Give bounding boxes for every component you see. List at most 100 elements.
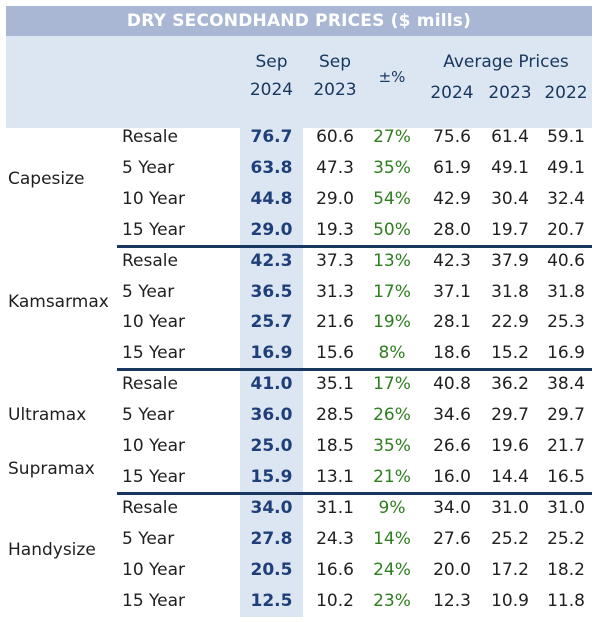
sep-2024-value: 16.9 <box>250 343 293 364</box>
avg-2022-value: 16.9 <box>547 343 585 364</box>
avg-2024-value: 12.3 <box>433 590 471 611</box>
yoy-change: 23% <box>373 590 411 611</box>
table-row: 5 Year 27.8 24.3 14% 27.6 25.2 25.2 <box>6 524 592 555</box>
sep-2023-value: 21.6 <box>316 312 354 333</box>
age-label: Resale <box>122 497 178 518</box>
sep-2024-value: 42.3 <box>250 250 293 271</box>
avg-2023-value: 36.2 <box>491 374 529 395</box>
sep-2024-value: 63.8 <box>250 157 293 178</box>
header-sep2024-top: Sep <box>255 52 288 72</box>
table-row: Resale 42.3 37.3 13% 42.3 37.9 40.6 <box>6 246 592 277</box>
vessel-class-label: Capesize <box>8 168 85 189</box>
avg-2022-value: 16.5 <box>547 466 585 487</box>
sep-2024-value: 36.5 <box>250 281 293 302</box>
avg-2023-value: 22.9 <box>491 312 529 333</box>
sep-2024-value: 41.0 <box>250 374 293 395</box>
yoy-change: 35% <box>373 157 411 178</box>
sep-2023-value: 60.6 <box>316 127 354 147</box>
age-label: 10 Year <box>122 436 186 456</box>
table-row: 5 Year 36.5 31.3 17% 37.1 31.8 31.8 <box>6 277 592 308</box>
avg-2024-value: 20.0 <box>433 559 471 580</box>
avg-2022-value: 40.6 <box>547 250 585 271</box>
avg-2024-value: 61.9 <box>433 157 471 178</box>
sep-2024-value: 29.0 <box>250 219 293 240</box>
avg-2024-value: 28.0 <box>433 219 471 240</box>
table-title: DRY SECONDHAND PRICES ($ mills) <box>6 6 592 36</box>
avg-2023-value: 25.2 <box>491 528 529 549</box>
group-separator <box>117 368 592 372</box>
age-label: Resale <box>122 250 178 271</box>
table-row: 10 Year 44.8 29.0 54% 42.9 30.4 32.4 <box>6 184 592 215</box>
avg-2024-value: 27.6 <box>433 528 471 549</box>
avg-2022-value: 38.4 <box>547 374 585 395</box>
avg-2024-value: 75.6 <box>433 127 471 147</box>
sep-2023-value: 29.0 <box>316 188 354 209</box>
avg-2024-value: 28.1 <box>433 312 471 333</box>
avg-2022-value: 11.8 <box>547 590 585 611</box>
avg-2024-value: 42.9 <box>433 188 471 209</box>
avg-2022-value: 25.3 <box>547 312 585 333</box>
avg-2022-value: 20.7 <box>547 219 585 240</box>
current-month-column-highlight <box>240 36 303 617</box>
yoy-change: 9% <box>378 497 406 518</box>
sep-2023-value: 19.3 <box>316 219 354 240</box>
header-average-prices: Average Prices <box>443 52 569 72</box>
vessel-class-label: Ultramax <box>8 405 87 426</box>
sep-2023-value: 35.1 <box>316 374 354 395</box>
yoy-change: 50% <box>373 219 411 240</box>
age-label: 15 Year <box>122 343 186 364</box>
sep-2024-value: 20.5 <box>250 559 293 580</box>
table-row: 15 Year 12.5 10.2 23% 12.3 10.9 11.8 <box>6 586 592 617</box>
table-row: Resale 34.0 31.1 9% 34.0 31.0 31.0 <box>6 493 592 524</box>
avg-2023-value: 61.4 <box>491 127 529 147</box>
sep-2024-value: 76.7 <box>250 127 293 147</box>
age-label: 15 Year <box>122 219 186 240</box>
avg-2023-value: 29.7 <box>491 405 529 426</box>
avg-2022-value: 49.1 <box>547 157 585 178</box>
age-label: Resale <box>122 374 178 395</box>
avg-2023-value: 30.4 <box>491 188 529 209</box>
avg-2024-value: 16.0 <box>433 466 471 487</box>
sep-2024-value: 25.0 <box>250 436 293 456</box>
avg-2022-value: 18.2 <box>547 559 585 580</box>
vessel-class-label: Handysize <box>8 539 96 560</box>
avg-2023-value: 19.7 <box>491 219 529 240</box>
sep-2023-value: 31.1 <box>316 497 354 518</box>
avg-2024-value: 42.3 <box>433 250 471 271</box>
table-row: 15 Year 29.0 19.3 50% 28.0 19.7 20.7 <box>6 215 592 246</box>
avg-2023-value: 14.4 <box>491 466 529 487</box>
avg-2023-value: 10.9 <box>491 590 529 611</box>
avg-2023-value: 37.9 <box>491 250 529 271</box>
yoy-change: 17% <box>373 281 411 302</box>
avg-2024-value: 34.0 <box>433 497 471 518</box>
yoy-change: 35% <box>373 436 411 456</box>
sep-2023-value: 10.2 <box>316 590 354 611</box>
sep-2024-value: 44.8 <box>250 188 293 209</box>
avg-2024-value: 34.6 <box>433 405 471 426</box>
yoy-change: 8% <box>378 343 406 364</box>
age-label: 5 Year <box>122 157 175 178</box>
yoy-change: 21% <box>373 466 411 487</box>
avg-2024-value: 40.8 <box>433 374 471 395</box>
yoy-change: 27% <box>373 127 411 147</box>
header-avg-2023: 2023 <box>488 83 532 103</box>
yoy-change: 24% <box>373 559 411 580</box>
table-row: 15 Year 16.9 15.6 8% 18.6 15.2 16.9 <box>6 338 592 369</box>
avg-2023-value: 15.2 <box>491 343 529 364</box>
yoy-change: 17% <box>373 374 411 395</box>
table-row: 5 Year 63.8 47.3 35% 61.9 49.1 49.1 <box>6 153 592 184</box>
group-separator <box>117 244 592 248</box>
age-label: 10 Year <box>122 312 186 333</box>
avg-2023-value: 17.2 <box>491 559 529 580</box>
age-label: 15 Year <box>122 590 186 611</box>
avg-2024-value: 37.1 <box>433 281 471 302</box>
sep-2024-value: 12.5 <box>250 590 293 611</box>
age-label: 10 Year <box>122 559 186 580</box>
sep-2023-value: 28.5 <box>316 405 354 426</box>
avg-2023-value: 19.6 <box>491 436 529 456</box>
avg-2022-value: 21.7 <box>547 436 585 456</box>
avg-2022-value: 25.2 <box>547 528 585 549</box>
sep-2023-value: 16.6 <box>316 559 354 580</box>
group-separator <box>117 491 592 495</box>
avg-2024-value: 18.6 <box>433 343 471 364</box>
